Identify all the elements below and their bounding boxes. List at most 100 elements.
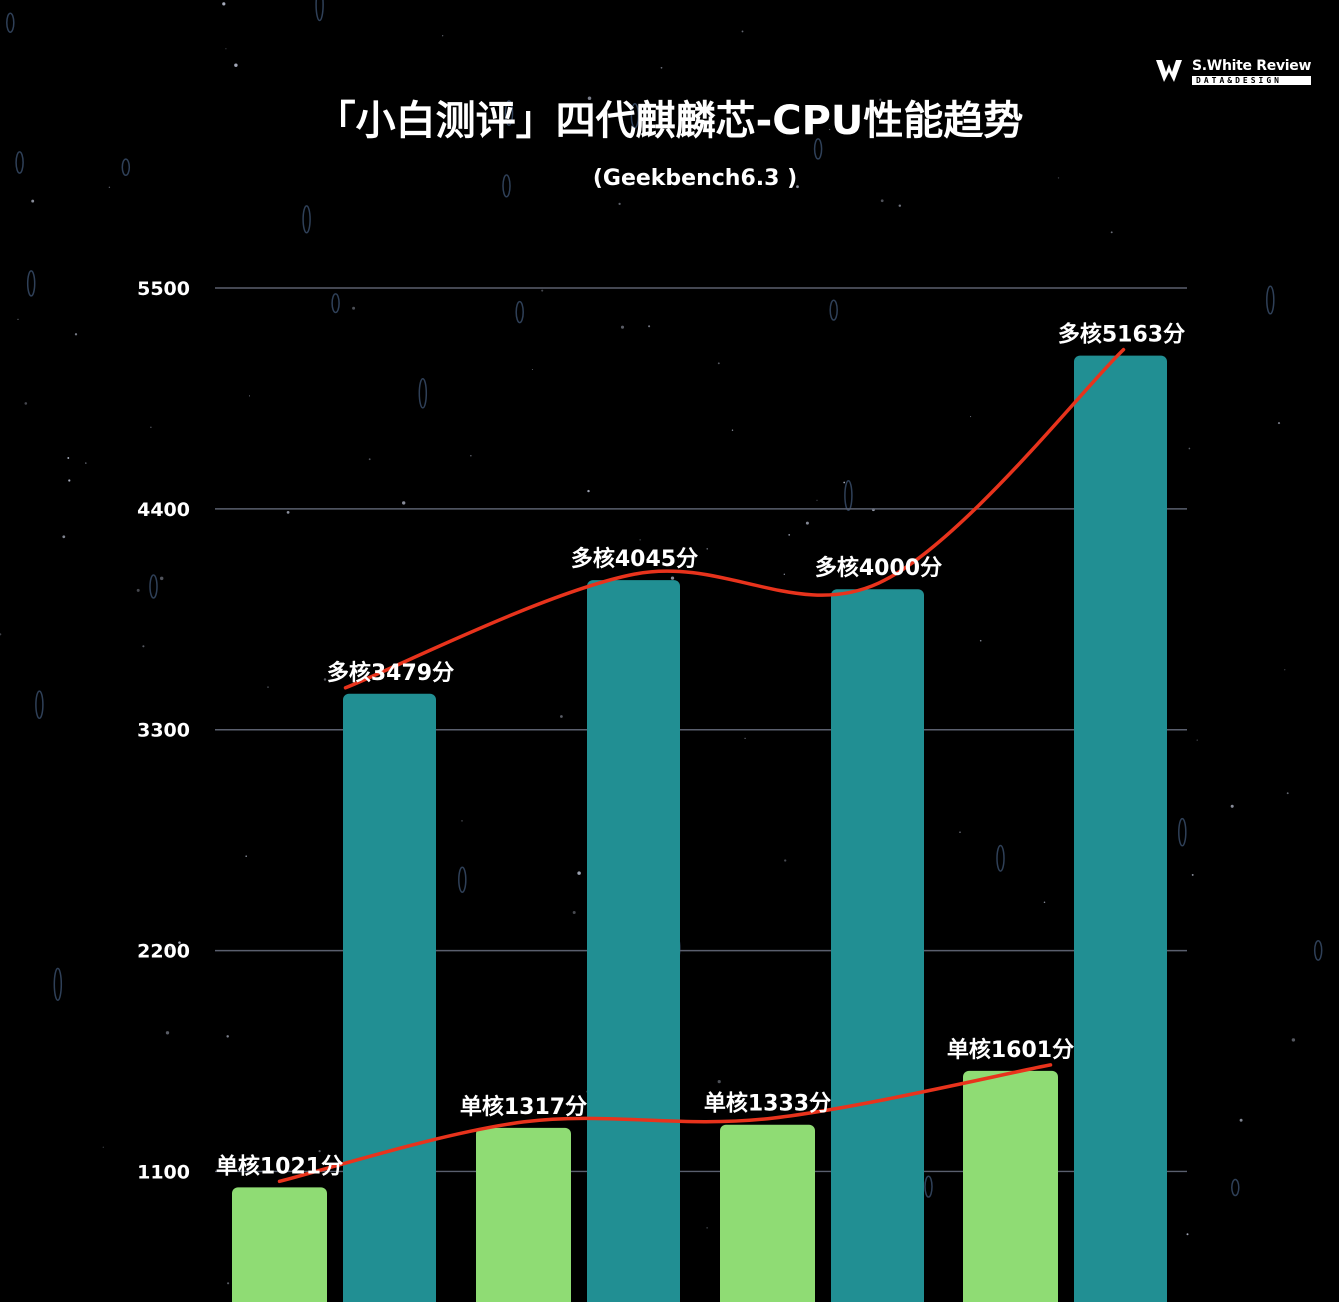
bar-multi-core bbox=[587, 580, 680, 1302]
star bbox=[234, 63, 238, 67]
data-label-single-core: 单核1601分 bbox=[947, 1037, 1074, 1063]
star bbox=[731, 429, 734, 431]
y-tick-label: 1100 bbox=[137, 1161, 190, 1183]
star bbox=[618, 202, 621, 206]
star bbox=[572, 911, 576, 914]
digital-rain-digit bbox=[844, 480, 853, 511]
data-label-multi-core: 多核4045分 bbox=[571, 546, 698, 572]
star bbox=[24, 402, 28, 405]
star bbox=[286, 511, 290, 514]
digital-rain-digit bbox=[35, 690, 44, 720]
star bbox=[245, 855, 247, 857]
star bbox=[470, 455, 472, 457]
star bbox=[717, 362, 720, 365]
star bbox=[879, 98, 882, 101]
chart-subtitle: (Geekbench6.3 ) bbox=[592, 166, 798, 191]
star bbox=[225, 48, 227, 50]
star bbox=[1230, 804, 1234, 808]
star bbox=[85, 462, 87, 464]
star bbox=[181, 290, 184, 293]
digital-rain-digit bbox=[1231, 1178, 1240, 1197]
star bbox=[67, 457, 70, 459]
star bbox=[368, 458, 371, 461]
star bbox=[1186, 1233, 1189, 1236]
star bbox=[74, 333, 78, 336]
star bbox=[670, 576, 675, 580]
star bbox=[102, 1146, 104, 1148]
brand-name: S.White Review bbox=[1192, 57, 1312, 74]
digital-rain-digit bbox=[26, 270, 36, 297]
star bbox=[1057, 177, 1060, 179]
star bbox=[402, 501, 406, 505]
digital-rain-digit bbox=[302, 205, 311, 234]
star bbox=[1284, 669, 1286, 671]
y-tick-label: 5500 bbox=[137, 278, 190, 300]
brand-logo: S.White Review DATA&DESIGN bbox=[1154, 56, 1311, 86]
star bbox=[843, 481, 846, 484]
chart-title: 「小白测评」四代麒麟芯-CPU性能趋势 bbox=[315, 98, 1024, 144]
digital-rain-digit bbox=[504, 100, 514, 127]
digital-rain-digit bbox=[458, 866, 467, 893]
star bbox=[880, 199, 884, 203]
star bbox=[1291, 1038, 1296, 1042]
digital-rain-digit bbox=[53, 967, 63, 1001]
star bbox=[352, 306, 356, 310]
star bbox=[62, 535, 66, 539]
star bbox=[31, 199, 35, 203]
digital-rain-digit bbox=[502, 174, 511, 198]
digital-rain-digit bbox=[15, 151, 24, 174]
star bbox=[1043, 901, 1046, 904]
star bbox=[577, 871, 581, 875]
star bbox=[587, 489, 590, 493]
digital-rain-digit bbox=[1313, 939, 1323, 961]
star bbox=[17, 318, 19, 321]
star bbox=[816, 499, 818, 501]
star bbox=[0, 633, 2, 636]
star bbox=[783, 573, 785, 575]
star bbox=[706, 548, 708, 550]
star bbox=[898, 204, 902, 207]
star bbox=[178, 941, 181, 944]
data-label-multi-core: 多核5163分 bbox=[1058, 322, 1185, 348]
data-label-single-core: 单核1021分 bbox=[216, 1153, 343, 1179]
digital-rain-digit bbox=[630, 103, 640, 129]
bar-single-core bbox=[720, 1124, 815, 1302]
y-axis-ticks: 1100 2200 3300 4400 5500 bbox=[137, 278, 190, 1183]
digital-rain-digit bbox=[331, 293, 340, 314]
star bbox=[1277, 422, 1281, 425]
star bbox=[970, 416, 972, 418]
star bbox=[620, 325, 625, 329]
bars bbox=[232, 355, 1167, 1302]
digital-rain-digit bbox=[1266, 285, 1275, 315]
digital-rain-digit bbox=[315, 0, 324, 22]
ws-logo-icon bbox=[1156, 60, 1182, 82]
star bbox=[805, 521, 809, 525]
bar-single-core bbox=[476, 1127, 571, 1302]
star bbox=[788, 534, 791, 536]
star bbox=[744, 737, 746, 740]
digital-rain-digit bbox=[924, 1175, 933, 1198]
digital-rain-digit bbox=[813, 138, 823, 160]
y-tick-label: 3300 bbox=[137, 720, 190, 742]
star bbox=[648, 325, 651, 328]
star bbox=[639, 539, 641, 541]
star bbox=[227, 1282, 230, 1285]
star bbox=[108, 186, 111, 188]
bar-single-core bbox=[232, 1187, 327, 1302]
star bbox=[531, 369, 533, 370]
digital-rain-digit bbox=[121, 158, 131, 177]
star bbox=[1188, 447, 1191, 450]
bar-single-core bbox=[963, 1070, 1058, 1302]
digital-rain-digit bbox=[1178, 817, 1187, 847]
star bbox=[796, 185, 799, 189]
star bbox=[165, 1031, 170, 1035]
data-label-single-core: 单核1333分 bbox=[704, 1091, 831, 1117]
bar-multi-core bbox=[343, 693, 436, 1302]
star bbox=[834, 111, 837, 114]
star bbox=[822, 560, 825, 563]
star bbox=[784, 859, 787, 862]
digital-rain-digit bbox=[996, 844, 1005, 872]
star bbox=[68, 479, 71, 482]
star bbox=[717, 1080, 721, 1084]
